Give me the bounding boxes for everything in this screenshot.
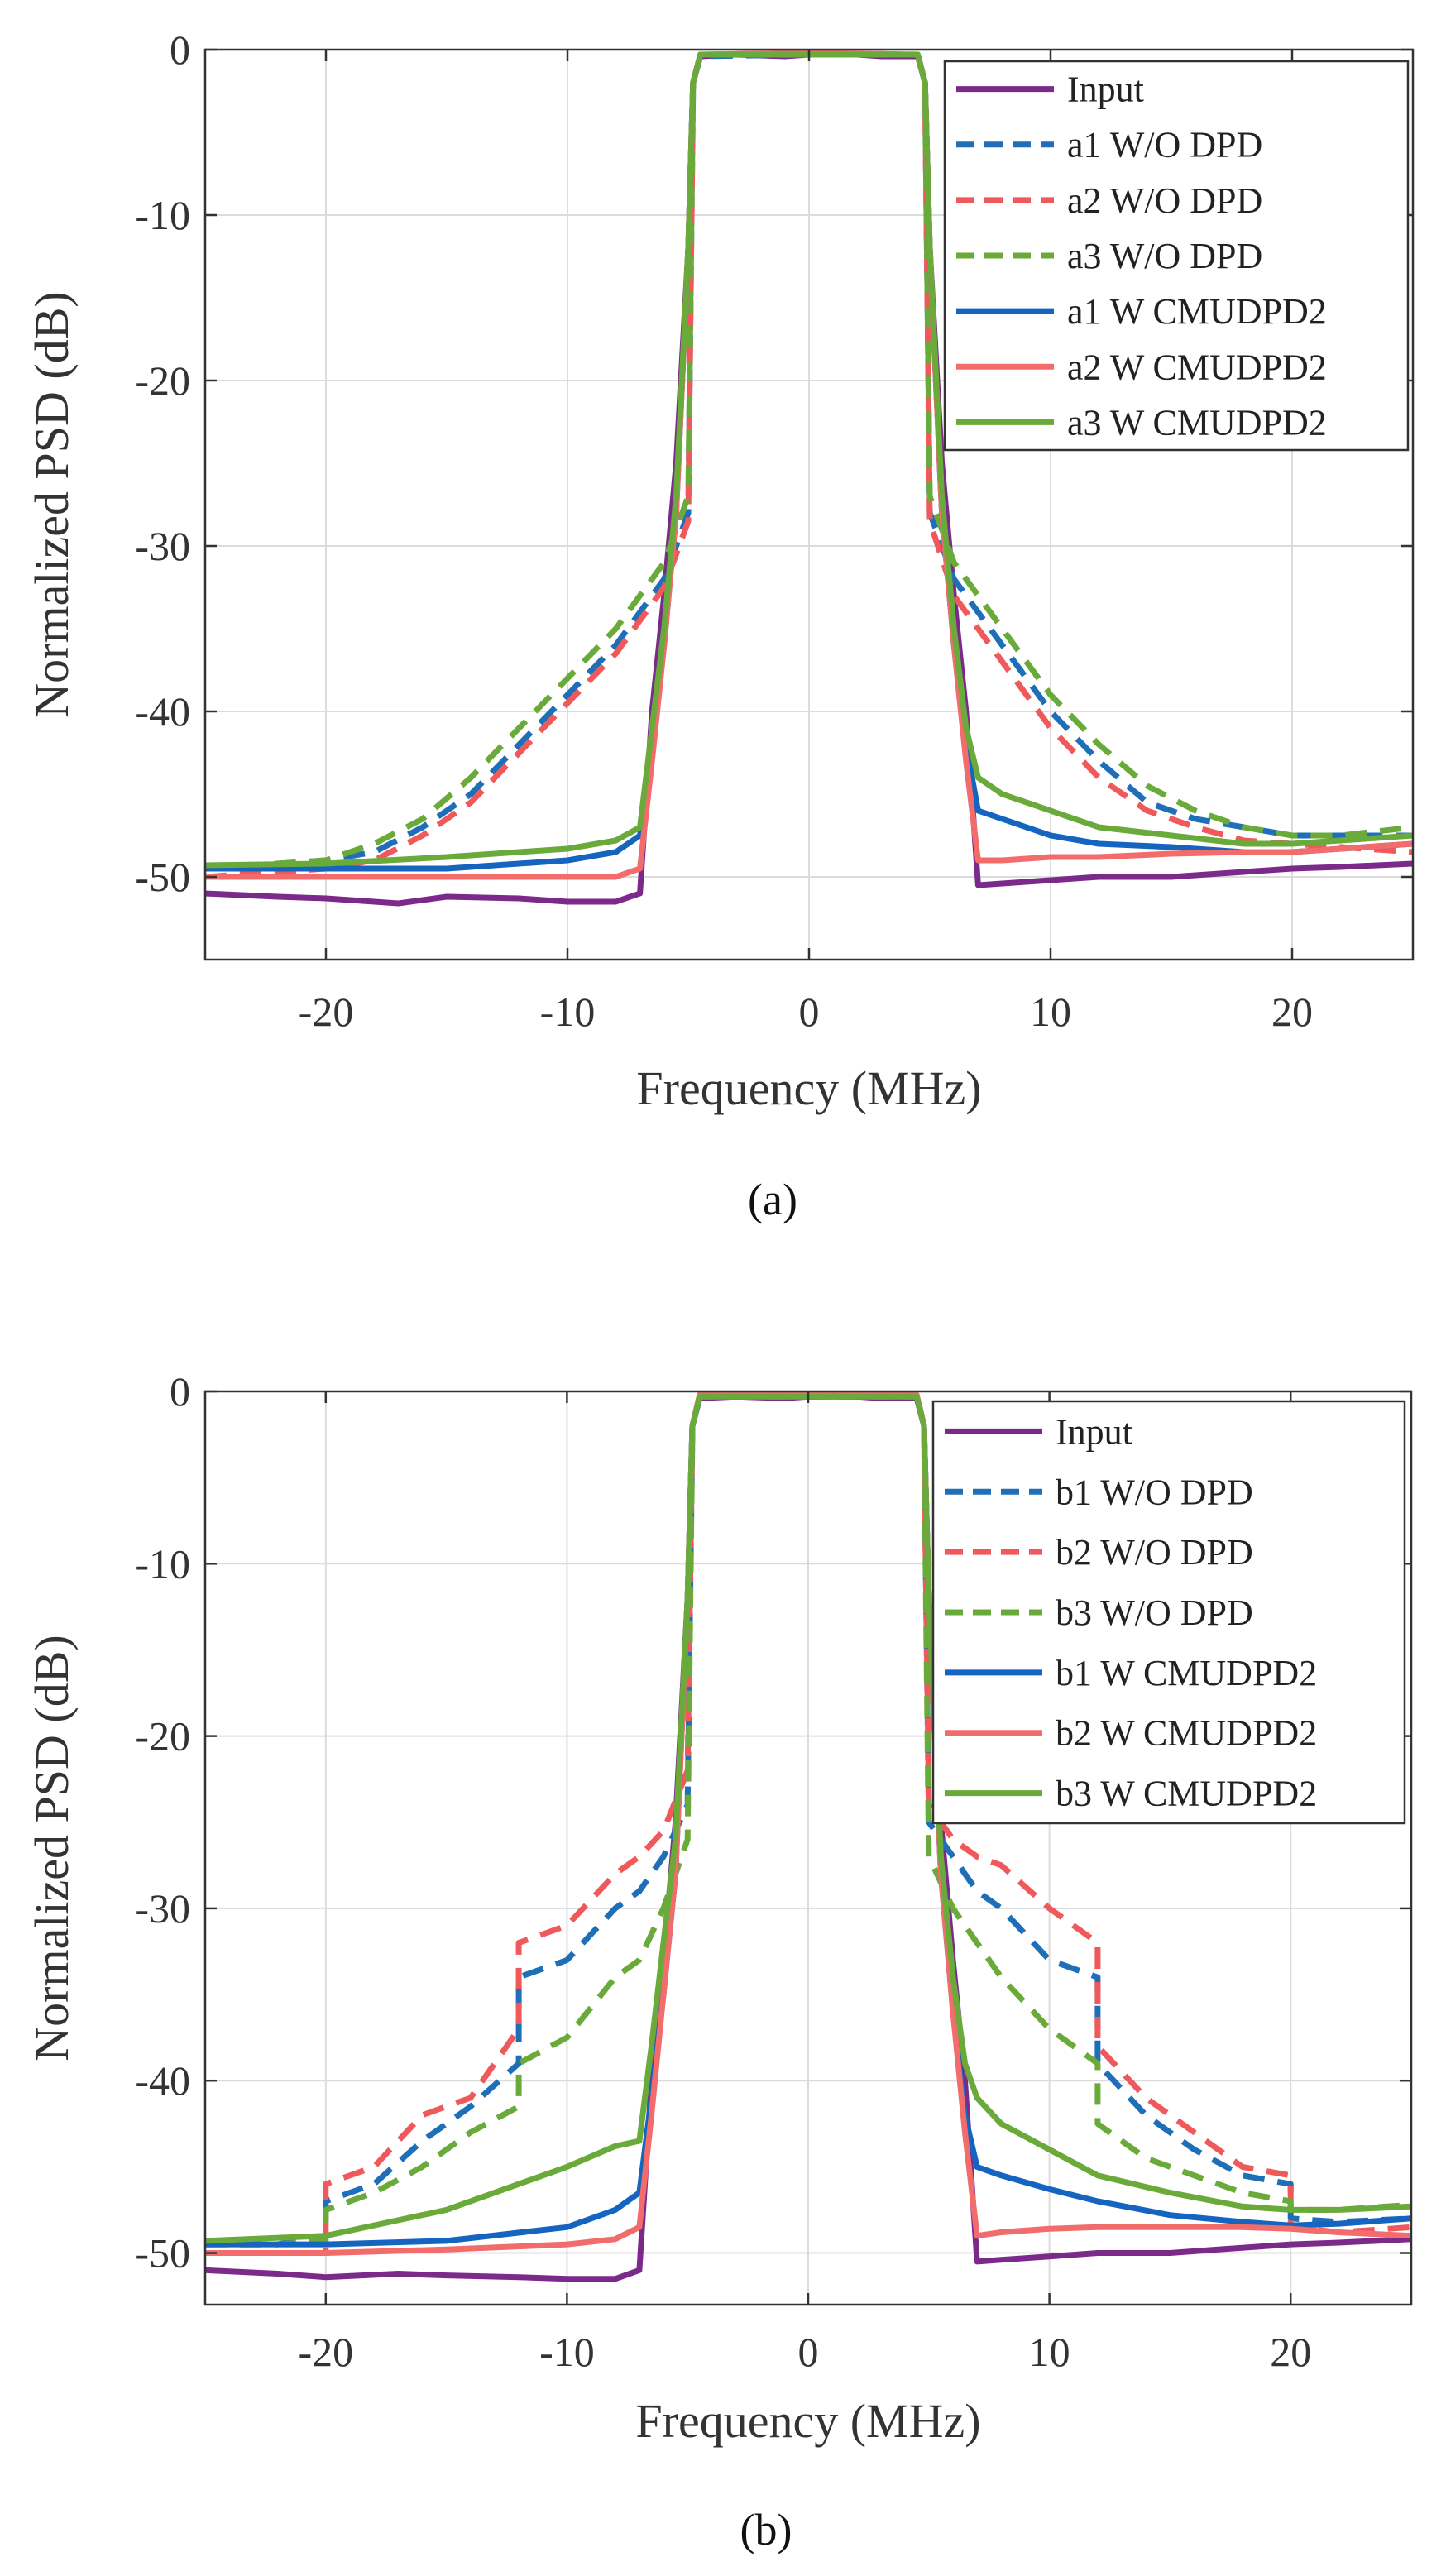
legend-entry-label: Input xyxy=(1056,1411,1132,1452)
x-tick-label: 0 xyxy=(799,989,820,1035)
x-tick-label: -10 xyxy=(540,989,596,1035)
y-tick-label: -20 xyxy=(135,1713,190,1760)
y-tick-label: -50 xyxy=(135,2230,190,2277)
legend-entry-label: a3 W CMUDPD2 xyxy=(1067,402,1327,443)
y-tick-label: 0 xyxy=(170,26,190,73)
chart-panel-b: -20 -10 0 10 20 0 -10 -20 -30 -40 -50 Frequency (MH… xyxy=(25,1368,1413,2554)
legend-entry-label: Input xyxy=(1067,69,1144,110)
series-line-a3-w-cmudpd2 xyxy=(205,51,1413,869)
x-axis-label: Frequency (MHz) xyxy=(635,2394,980,2448)
y-tick-label: -40 xyxy=(135,2057,190,2104)
x-tick-label: 10 xyxy=(1029,2329,1070,2375)
panel-caption: (b) xyxy=(740,2505,792,2554)
x-tick-label: 10 xyxy=(1030,989,1071,1035)
y-tick-label: -10 xyxy=(135,1540,190,1587)
legend-entry-label: b1 W CMUDPD2 xyxy=(1056,1653,1317,1693)
x-tick-label: 20 xyxy=(1271,989,1313,1035)
x-tick-label: -20 xyxy=(298,2329,353,2375)
legend-entry-label: b3 W/O DPD xyxy=(1056,1592,1253,1633)
x-tick-label: -10 xyxy=(539,2329,595,2375)
y-tick-label: -10 xyxy=(135,192,190,238)
y-tick-label: -30 xyxy=(135,1885,190,1932)
legend-entry-label: a2 W/O DPD xyxy=(1067,180,1262,221)
legend-entry-label: b3 W CMUDPD2 xyxy=(1056,1774,1317,1814)
y-axis-label: Normalized PSD (dB) xyxy=(25,291,79,718)
panel-caption: (a) xyxy=(748,1175,797,1224)
chart-panel-a: -20 -10 0 10 20 0 -10 -20 -30 -40 -50 Frequency (MH… xyxy=(25,26,1415,1224)
x-tick-label: -20 xyxy=(299,989,354,1035)
legend-entry-label: b2 W CMUDPD2 xyxy=(1056,1713,1317,1754)
series-line-b1-w-o-dpd xyxy=(205,1393,1411,2248)
legend-entry-label: a2 W CMUDPD2 xyxy=(1067,347,1327,387)
legend: Input a1 W/O DPD a2 W/O DPD a3 W/O DPD a1 W … xyxy=(943,60,1410,452)
y-tick-label: -30 xyxy=(135,523,190,569)
legend-entry-label: b2 W/O DPD xyxy=(1056,1532,1253,1573)
y-tick-label: -20 xyxy=(135,357,190,404)
y-tick-label: -50 xyxy=(135,854,190,900)
legend-entry-label: a3 W/O DPD xyxy=(1067,236,1262,276)
y-axis-label: Normalized PSD (dB) xyxy=(25,1635,79,2061)
x-tick-label: 20 xyxy=(1270,2329,1311,2375)
series-line-b3-w-cmudpd2 xyxy=(205,1393,1411,2244)
series-line-a2-w-o-dpd xyxy=(205,50,1413,880)
legend-entry-label: b1 W/O DPD xyxy=(1056,1472,1253,1512)
legend: Input b1 W/O DPD b2 W/O DPD b3 W/O DPD b1 W … xyxy=(931,1400,1406,1825)
x-tick-label: 0 xyxy=(798,2329,819,2375)
x-axis-label: Frequency (MHz) xyxy=(636,1061,981,1115)
y-tick-label: 0 xyxy=(170,1368,190,1415)
y-tick-label: -40 xyxy=(135,688,190,735)
legend-entry-label: a1 W CMUDPD2 xyxy=(1067,291,1327,332)
legend-entry-label: a1 W/O DPD xyxy=(1067,125,1262,165)
